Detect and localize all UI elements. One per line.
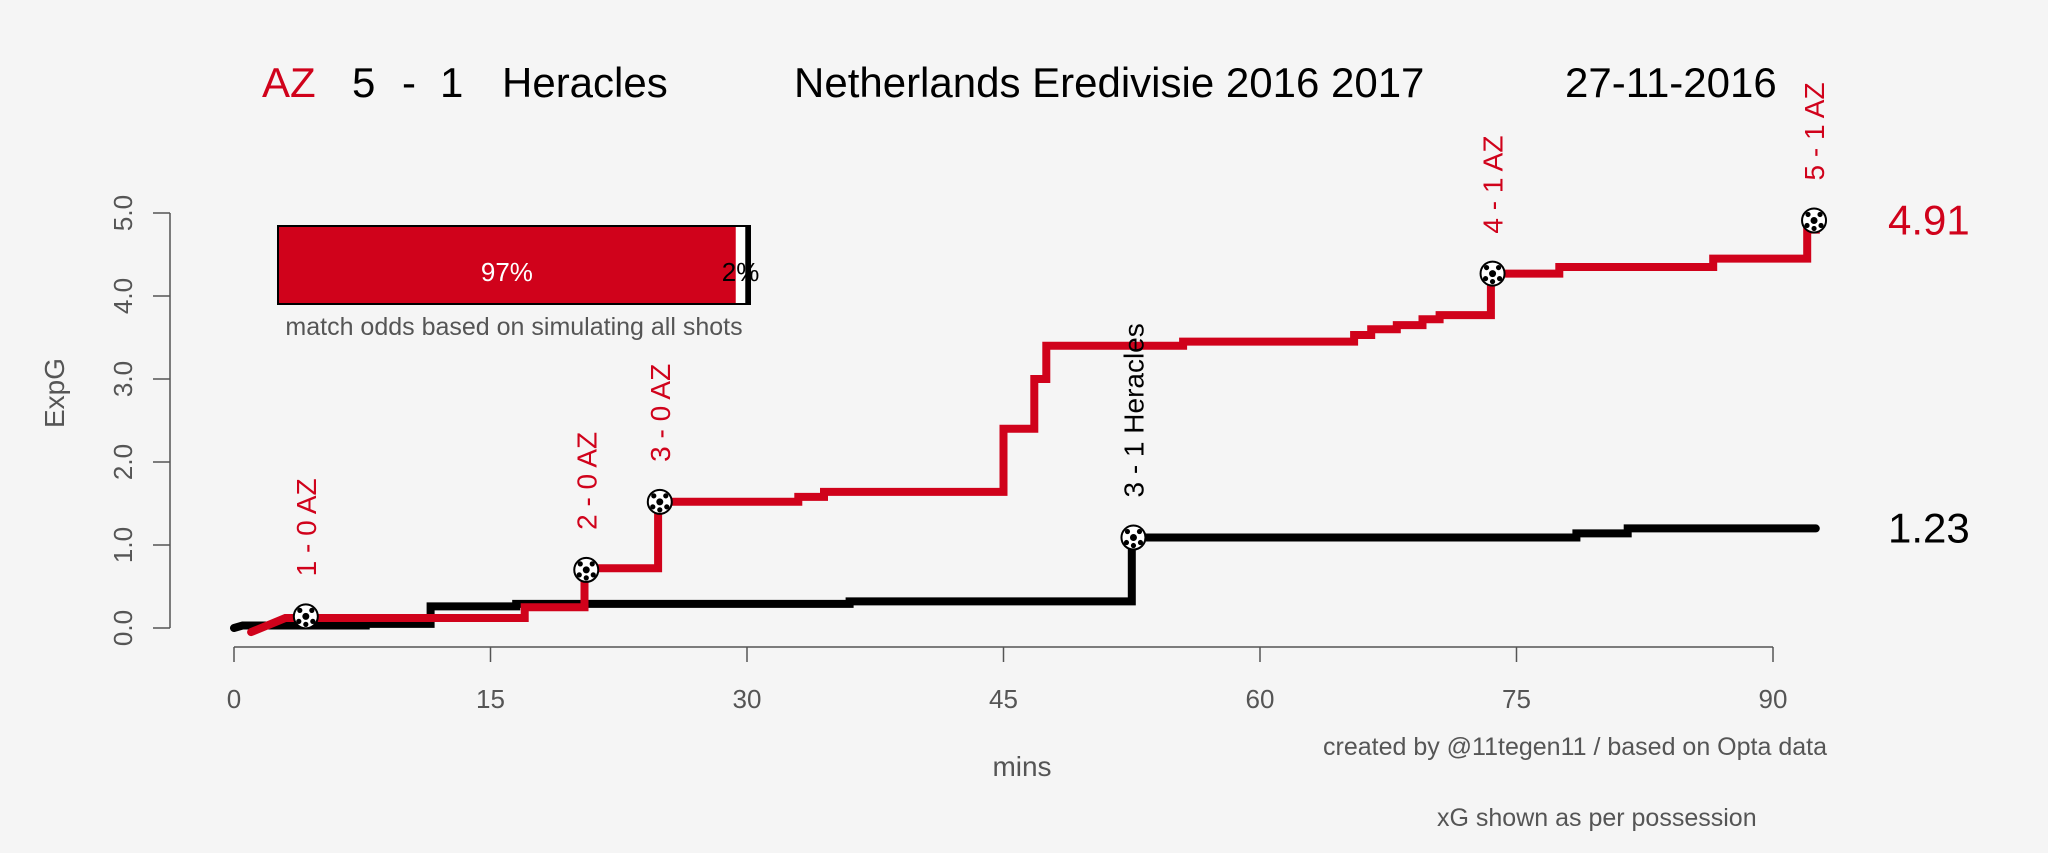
football-icon (1120, 524, 1147, 551)
x-tick-label: 0 (227, 684, 241, 714)
x-axis-label: mins (992, 751, 1051, 782)
football-icon (1801, 207, 1828, 234)
football-icon (292, 603, 319, 630)
goal-label: 3 - 1 Heracles (1118, 323, 1149, 497)
final-xg-az: 4.91 (1888, 196, 1970, 243)
score-separator: - (402, 59, 416, 106)
odds-away-segment (745, 226, 750, 304)
y-axis-label: ExpG (39, 358, 70, 428)
y-tick-label: 3.0 (108, 361, 138, 397)
goal-label: 5 - 1 AZ (1799, 82, 1830, 180)
match-date: 27-11-2016 (1565, 59, 1777, 106)
goal-label: 1 - 0 AZ (291, 478, 322, 576)
y-tick-label: 2.0 (108, 444, 138, 480)
x-tick-label: 60 (1246, 684, 1275, 714)
away-score: 1 (440, 59, 463, 106)
series-layer: 4.91 1.23 (230, 196, 1970, 637)
match-odds-bar: 97% 2% match odds based on simulating al… (277, 225, 760, 341)
possession-note: xG shown as per possession (1437, 804, 1757, 832)
series-line-heracles (230, 524, 1820, 632)
goal-layer: 1 - 0 AZ 2 - 0 AZ 3 - 0 AZ 3 - 1 Heracles 4 … (291, 82, 1830, 630)
goal-label: 2 - 0 AZ (571, 432, 602, 530)
away-team-name: Heracles (502, 59, 668, 106)
odds-home-label: 97% (481, 257, 533, 287)
goal-label: 4 - 1 AZ (1478, 136, 1509, 234)
x-tick-label: 90 (1759, 684, 1788, 714)
competition-title: Netherlands Eredivisie 2016 2017 (794, 59, 1424, 106)
x-tick-label: 75 (1502, 684, 1531, 714)
football-icon (573, 556, 600, 583)
final-xg-heracles: 1.23 (1888, 504, 1970, 551)
football-icon (1479, 260, 1506, 287)
y-tick-label: 1.0 (108, 527, 138, 563)
x-tick-label: 15 (476, 684, 505, 714)
home-score: 5 (352, 59, 375, 106)
football-icon (646, 488, 673, 515)
odds-caption: match odds based on simulating all shots (285, 313, 742, 341)
y-tick-label: 5.0 (108, 195, 138, 231)
odds-draw-segment (735, 226, 746, 304)
odds-frame (277, 225, 751, 305)
home-team-name: AZ (262, 59, 316, 106)
y-tick-label: 0.0 (108, 610, 138, 646)
series-line-az (247, 216, 1820, 637)
odds-draw-label: 2% (722, 257, 760, 287)
credit-text: created by @11tegen11 / based on Opta da… (1323, 733, 1827, 761)
y-tick-label: 4.0 (108, 278, 138, 314)
goal-label: 3 - 0 AZ (645, 364, 676, 462)
x-tick-label: 45 (989, 684, 1018, 714)
axes: 0 15 30 45 60 75 90 0.0 1.0 2.0 3.0 4.0 5.0 (108, 195, 1787, 714)
odds-home-segment (278, 226, 736, 304)
x-tick-label: 30 (733, 684, 762, 714)
